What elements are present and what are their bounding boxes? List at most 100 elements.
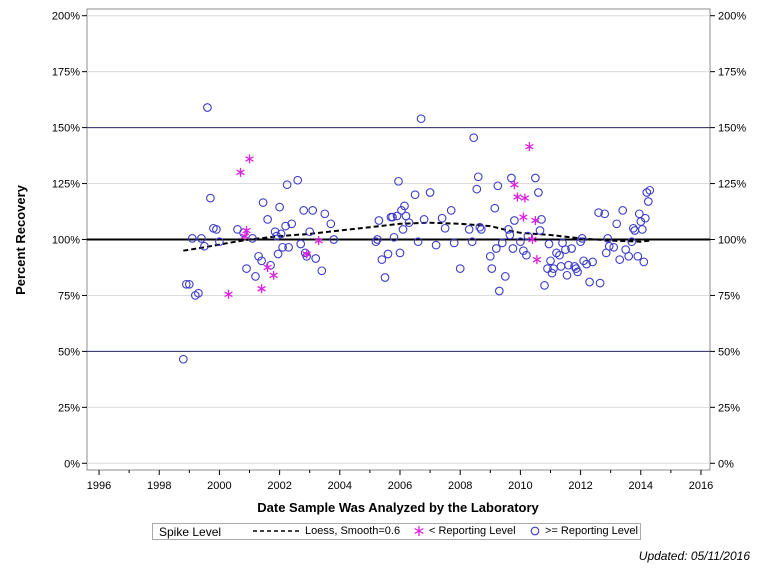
data-point-circle <box>564 260 573 270</box>
data-point-circle <box>272 231 281 241</box>
x-axis: 1996 1998 2000 2002 2004 2006 2008 2010 2012 2014… <box>87 470 713 492</box>
data-point-circle <box>573 267 582 277</box>
data-point-circle <box>544 239 554 249</box>
data-point-circle <box>467 237 477 247</box>
data-point-circle <box>604 241 614 251</box>
x-tick-label: 1996 <box>87 480 111 492</box>
data-point-circle <box>410 190 420 200</box>
data-point-circle <box>380 273 390 282</box>
data-point-circle <box>491 244 501 253</box>
circle-icon <box>530 526 540 536</box>
data-point-star <box>302 249 311 259</box>
x-tick-label: 1998 <box>147 480 171 492</box>
data-point-circle <box>540 281 549 290</box>
x-tick-label: 2014 <box>629 480 653 492</box>
data-point-circle <box>516 237 525 247</box>
data-point-circle <box>645 185 655 195</box>
data-point-circle <box>374 216 384 225</box>
data-point-star <box>242 226 251 235</box>
data-point-circle <box>273 249 283 259</box>
data-point-circle <box>500 272 510 281</box>
y-tick-label-left: 200% <box>52 11 80 23</box>
data-point-circle <box>561 245 570 254</box>
data-point-circle <box>257 256 266 266</box>
data-point-circle <box>588 257 597 267</box>
legend-label-below: < Reporting Level <box>429 525 516 537</box>
data-point-circle <box>178 354 188 364</box>
data-point-circle <box>464 225 474 234</box>
data-point-circle <box>475 222 485 232</box>
data-point-circle <box>519 246 528 256</box>
data-point-circle <box>440 223 450 233</box>
y-tick-label-right: 50% <box>718 346 740 358</box>
data-point-circle <box>627 237 637 247</box>
data-point-circle <box>197 234 206 243</box>
data-point-circle <box>388 212 397 222</box>
y-tick-label-right: 75% <box>718 290 740 302</box>
data-point-circle <box>534 188 543 197</box>
y-tick-label-left: 100% <box>52 235 80 247</box>
y-tick-label-right: 100% <box>718 235 746 247</box>
data-point-circle <box>594 208 603 217</box>
data-point-star <box>525 142 534 152</box>
x-tick-label: 2002 <box>267 480 291 492</box>
data-point-circle <box>595 278 605 288</box>
data-point-circle <box>263 215 272 224</box>
x-tick-label: 2016 <box>689 480 713 492</box>
star-points <box>224 142 542 299</box>
data-point-circle <box>523 231 533 241</box>
loess-curve <box>183 221 650 252</box>
data-point-circle <box>187 234 197 243</box>
data-point-circle <box>270 227 280 237</box>
data-point-star <box>528 235 537 244</box>
data-point-circle <box>633 251 643 261</box>
data-point-circle <box>296 239 306 249</box>
legend: Spike Level Loess, Smooth=0.6 < Reportin… <box>152 523 641 540</box>
data-point-circle <box>510 216 519 225</box>
data-point-circle <box>446 206 456 215</box>
circle-points <box>178 103 655 364</box>
data-point-circle <box>287 219 297 229</box>
x-tick-label: 2000 <box>207 480 231 492</box>
legend-title: Spike Level <box>159 525 222 539</box>
data-point-circle <box>383 249 393 259</box>
dashed-line-icon <box>253 530 299 532</box>
y-axis-right: 0% 25% 50% 75% 100% 125% 150% 175% 200% <box>710 11 746 470</box>
data-point-circle <box>455 264 465 273</box>
updated-date: Updated: 05/11/2016 <box>638 549 750 563</box>
data-point-circle <box>567 244 576 253</box>
data-point-star <box>510 180 519 190</box>
x-tick-label: 2004 <box>328 480 352 492</box>
y-axis-label: Percent Recovery <box>13 184 28 295</box>
data-point-circle <box>282 180 292 190</box>
data-point-circle <box>639 257 649 267</box>
x-tick-label: 2010 <box>508 480 532 492</box>
data-point-circle <box>275 202 284 212</box>
data-point-circle <box>531 173 540 183</box>
data-point-circle <box>194 288 203 298</box>
data-point-star <box>240 231 250 241</box>
data-point-circle <box>200 241 209 251</box>
data-point-circle <box>400 201 409 211</box>
data-point-circle <box>577 234 587 243</box>
data-point-circle <box>371 237 381 247</box>
data-point-circle <box>419 215 429 224</box>
data-point-circle <box>628 223 638 233</box>
data-point-circle <box>562 270 572 280</box>
y-tick-label-left: 75% <box>58 290 80 302</box>
data-point-circle <box>600 209 610 219</box>
data-point-circle <box>395 248 405 258</box>
data-point-circle <box>425 188 435 197</box>
data-point-circle <box>555 250 564 260</box>
data-point-circle <box>504 225 513 234</box>
data-point-circle <box>203 103 212 112</box>
data-point-circle <box>615 255 625 264</box>
data-point-circle <box>624 251 634 261</box>
y-tick-label-right: 175% <box>718 67 746 79</box>
x-axis-label: Date Sample Was Analyzed by the Laborato… <box>257 500 539 515</box>
x-tick-label: 2012 <box>568 480 592 492</box>
data-point-circle <box>299 206 309 215</box>
data-point-circle <box>215 237 224 247</box>
data-point-circle <box>505 230 515 240</box>
y-tick-label-left: 125% <box>52 179 80 191</box>
